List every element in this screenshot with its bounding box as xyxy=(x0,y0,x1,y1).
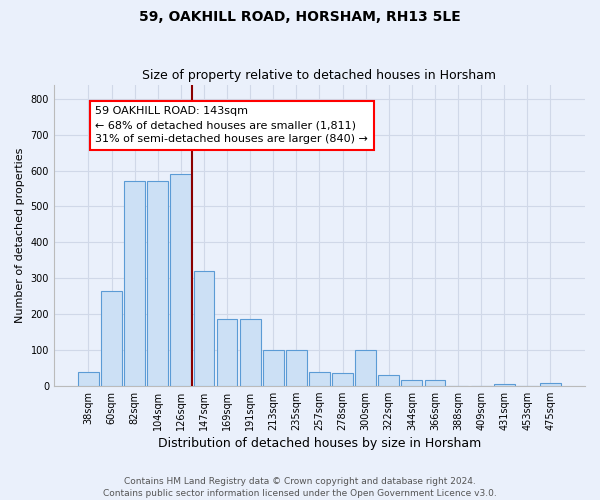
Text: 59, OAKHILL ROAD, HORSHAM, RH13 5LE: 59, OAKHILL ROAD, HORSHAM, RH13 5LE xyxy=(139,10,461,24)
Bar xyxy=(355,350,376,386)
Bar xyxy=(540,383,561,386)
Bar xyxy=(78,372,99,386)
Bar xyxy=(309,372,330,386)
Y-axis label: Number of detached properties: Number of detached properties xyxy=(15,148,25,323)
Bar xyxy=(194,271,214,386)
Bar xyxy=(332,373,353,386)
Bar xyxy=(217,320,238,386)
Bar xyxy=(401,380,422,386)
Title: Size of property relative to detached houses in Horsham: Size of property relative to detached ho… xyxy=(142,69,496,82)
Bar xyxy=(379,375,399,386)
Bar xyxy=(101,290,122,386)
Bar xyxy=(240,320,260,386)
Bar xyxy=(494,384,515,386)
Bar xyxy=(124,182,145,386)
Bar xyxy=(286,350,307,386)
X-axis label: Distribution of detached houses by size in Horsham: Distribution of detached houses by size … xyxy=(158,437,481,450)
Bar xyxy=(148,182,168,386)
Text: Contains HM Land Registry data © Crown copyright and database right 2024.
Contai: Contains HM Land Registry data © Crown c… xyxy=(103,476,497,498)
Bar xyxy=(263,350,284,386)
Text: 59 OAKHILL ROAD: 143sqm
← 68% of detached houses are smaller (1,811)
31% of semi: 59 OAKHILL ROAD: 143sqm ← 68% of detache… xyxy=(95,106,368,144)
Bar xyxy=(425,380,445,386)
Bar xyxy=(170,174,191,386)
